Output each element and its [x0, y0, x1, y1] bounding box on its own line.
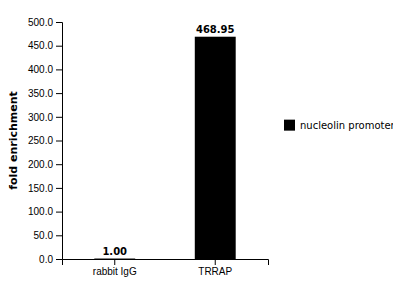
x-tick-mark — [114, 259, 115, 265]
y-tick-mark — [56, 117, 62, 118]
y-tick: 450.0 — [28, 40, 62, 51]
y-tick: 400.0 — [28, 64, 62, 75]
legend-item: nucleolin promoter — [284, 120, 393, 131]
y-tick-mark — [56, 212, 62, 213]
chart: 0.0 50.0 100.0 150.0 200.0 250.0 300.0 350.0 400… — [0, 0, 393, 289]
y-tick: 350.0 — [28, 88, 62, 99]
x-tick-label: rabbit IgG — [93, 266, 137, 277]
x-tick: rabbit IgG — [93, 259, 137, 277]
y-tick-label: 0.0 — [39, 254, 53, 265]
y-tick-mark — [56, 22, 62, 23]
y-tick-mark — [56, 188, 62, 189]
y-tick-mark — [56, 141, 62, 142]
y-tick: 0.0 — [39, 254, 62, 265]
y-tick: 50.0 — [34, 230, 62, 241]
legend-swatch — [284, 120, 295, 131]
y-tick-mark — [56, 46, 62, 47]
x-tick: TRRAP — [198, 259, 232, 277]
y-tick-label: 450.0 — [28, 40, 53, 51]
y-tick: 300.0 — [28, 112, 62, 123]
legend-label: nucleolin promoter — [300, 120, 393, 131]
y-tick: 200.0 — [28, 159, 62, 170]
data-label: 1.00 — [102, 246, 127, 257]
y-tick-label: 400.0 — [28, 64, 53, 75]
data-label: 468.95 — [196, 24, 235, 35]
y-tick: 250.0 — [28, 135, 62, 146]
y-tick-label: 300.0 — [28, 112, 53, 123]
legend: nucleolin promoter — [284, 120, 393, 131]
x-axis: rabbit IgG TRRAP — [63, 259, 269, 277]
y-tick: 500.0 — [28, 17, 62, 28]
x-tick-mark — [215, 259, 216, 265]
y-tick-mark — [56, 259, 62, 260]
bars — [94, 37, 235, 259]
bar — [195, 37, 236, 259]
y-tick-mark — [56, 164, 62, 165]
y-tick: 150.0 — [28, 183, 62, 194]
x-axis-line — [63, 260, 269, 266]
plot: 0.0 50.0 100.0 150.0 200.0 250.0 300.0 350.0 400… — [28, 17, 269, 277]
y-tick-mark — [56, 69, 62, 70]
y-axis-line — [56, 23, 63, 260]
data-labels: 1.00 468.95 — [102, 24, 234, 257]
y-tick-mark — [56, 93, 62, 94]
y-tick-mark — [56, 235, 62, 236]
x-tick-label: TRRAP — [198, 266, 232, 277]
y-axis-title: fold enrichment — [7, 91, 20, 190]
y-tick-label: 350.0 — [28, 88, 53, 99]
y-tick-label: 250.0 — [28, 135, 53, 146]
y-tick-label: 500.0 — [28, 17, 53, 28]
y-tick-label: 50.0 — [34, 230, 54, 241]
y-tick: 100.0 — [28, 206, 62, 217]
y-tick-label: 200.0 — [28, 159, 53, 170]
y-tick-label: 150.0 — [28, 183, 53, 194]
y-axis: 0.0 50.0 100.0 150.0 200.0 250.0 300.0 350.0 400… — [28, 17, 63, 265]
y-tick-label: 100.0 — [28, 206, 53, 217]
bar — [94, 258, 135, 259]
